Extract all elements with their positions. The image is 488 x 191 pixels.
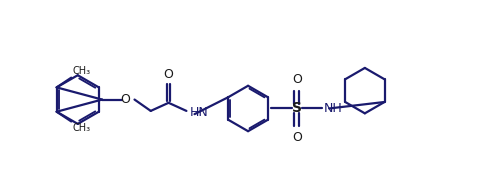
Text: CH₃: CH₃: [72, 123, 90, 133]
Text: O: O: [292, 131, 302, 144]
Text: NH: NH: [324, 102, 342, 115]
Text: O: O: [120, 93, 130, 106]
Text: O: O: [163, 68, 174, 81]
Text: S: S: [292, 101, 302, 116]
Text: CH₃: CH₃: [72, 66, 90, 76]
Text: O: O: [292, 73, 302, 86]
Text: HN: HN: [190, 106, 208, 119]
